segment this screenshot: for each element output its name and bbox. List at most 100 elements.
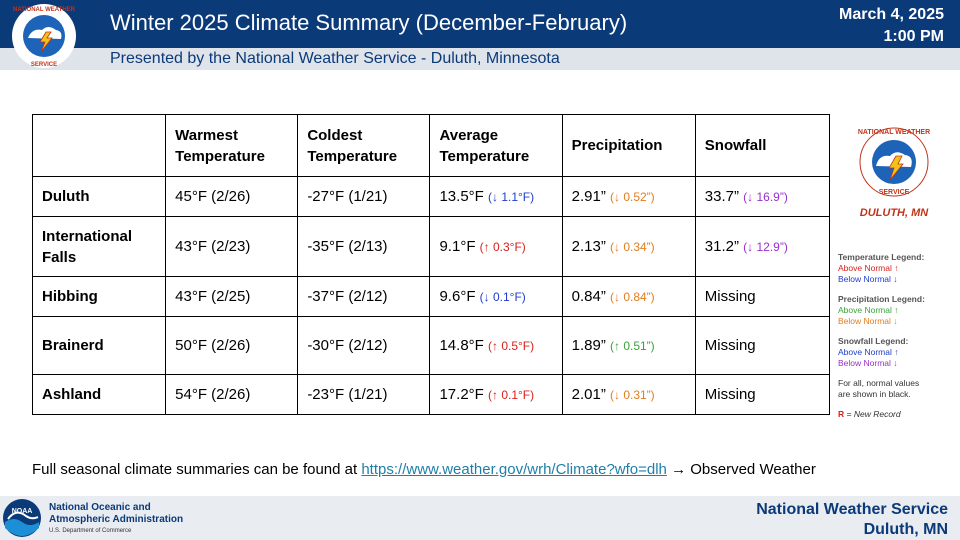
- precip-value: 2.01”: [571, 385, 606, 403]
- legend-snow-below: Below Normal ↓: [838, 358, 898, 368]
- table-row: International Falls 43°F (2/23) -35°F (2…: [31, 216, 831, 277]
- legend-snow-title: Snowfall Legend:: [838, 336, 909, 346]
- avg-cell: 9.6°F (↓ 0.1°F): [429, 276, 563, 317]
- header-average: Average Temperature: [429, 114, 563, 177]
- coldest-cell: -23°F (1/21): [297, 374, 431, 415]
- page-title: Winter 2025 Climate Summary (December-Fe…: [110, 10, 628, 35]
- city-cell: Duluth: [31, 176, 167, 217]
- svg-text:NOAA: NOAA: [12, 508, 33, 515]
- header-warmest: Warmest Temperature: [165, 114, 299, 177]
- legend-note-black: black: [888, 389, 909, 399]
- legend-precip-below: Below Normal ↓: [838, 316, 898, 326]
- city-cell: Ashland: [31, 374, 167, 415]
- svg-text:NATIONAL WEATHER: NATIONAL WEATHER: [13, 7, 76, 13]
- date-time: March 4, 2025 1:00 PM: [839, 4, 944, 48]
- city-cell: Brainerd: [31, 316, 167, 375]
- avg-cell: 17.2°F (↑ 0.1°F): [429, 374, 563, 415]
- snow-cell: Missing: [694, 374, 831, 415]
- warmest-cell: 43°F (2/23): [165, 216, 299, 277]
- legend-record-text: = New Record: [846, 409, 901, 419]
- legend-record: R = New Record: [838, 409, 956, 420]
- snow-cell: Missing: [694, 276, 831, 317]
- avg-value: 14.8°F: [439, 336, 484, 354]
- city-cell: International Falls: [31, 216, 167, 277]
- warmest-cell: 54°F (2/26): [165, 374, 299, 415]
- climate-link[interactable]: https://www.weather.gov/wrh/Climate?wfo=…: [361, 461, 667, 478]
- header-bar: [0, 0, 960, 48]
- noaa-department: U.S. Department of Commerce: [49, 528, 132, 534]
- avg-delta: (↓ 1.1°F): [488, 189, 535, 204]
- footer-nws: National Weather Service Duluth, MN: [756, 500, 948, 540]
- page-subtitle: Presented by the National Weather Servic…: [110, 50, 560, 67]
- avg-cell: 9.1°F (↑ 0.3°F): [429, 216, 563, 277]
- table-header-row: Warmest Temperature Coldest Temperature …: [31, 114, 831, 177]
- table-row: Duluth 45°F (2/26) -27°F (1/21) 13.5°F (…: [31, 176, 831, 217]
- legend-precip-above: Above Normal ↑: [838, 305, 899, 315]
- avg-value: 17.2°F: [439, 385, 484, 403]
- legend-precip-title: Precipitation Legend:: [838, 294, 925, 304]
- legend-note-line2: are shown in black.: [838, 389, 911, 399]
- precip-value: 1.89”: [571, 336, 606, 354]
- header-snow: Snowfall: [694, 114, 831, 177]
- city-cell: Hibbing: [31, 276, 167, 317]
- precip-delta: (↓ 0.84”): [610, 289, 655, 304]
- precip-value: 2.13”: [571, 237, 606, 255]
- noaa-line2: Atmospheric Administration: [49, 514, 184, 525]
- avg-delta: (↓ 0.1°F): [479, 289, 526, 304]
- header-precip: Precipitation: [561, 114, 696, 177]
- warmest-cell: 50°F (2/26): [165, 316, 299, 375]
- avg-delta: (↑ 0.3°F): [479, 239, 526, 254]
- legend-note-pre: are shown in: [838, 389, 887, 399]
- climate-table: Warmest Temperature Coldest Temperature …: [31, 114, 831, 415]
- coldest-cell: -30°F (2/12): [297, 316, 431, 375]
- snow-cell: 33.7” (↓ 16.9”): [694, 176, 831, 217]
- precip-cell: 1.89” (↑ 0.51”): [561, 316, 696, 375]
- avg-cell: 13.5°F (↓ 1.1°F): [429, 176, 563, 217]
- date-text: March 4, 2025: [839, 6, 944, 23]
- footer-nws-line1: National Weather Service: [756, 501, 948, 518]
- precip-cell: 2.13” (↓ 0.34”): [561, 216, 696, 277]
- footer-nws-line2: Duluth, MN: [863, 521, 948, 538]
- snow-cell: Missing: [694, 316, 831, 375]
- precip-delta: (↓ 0.34”): [610, 239, 655, 254]
- nws-duluth-logo-icon: NATIONAL WEATHER SERVICE DULUTH, MN: [858, 127, 930, 219]
- snow-delta: (↓ 12.9”): [743, 239, 788, 254]
- legend-temp-below: Below Normal ↓: [838, 274, 898, 284]
- header-warmest-label: Warmest Temperature: [175, 126, 265, 165]
- precip-delta: (↓ 0.52”): [610, 189, 655, 204]
- noaa-line1: National Oceanic and: [49, 502, 151, 513]
- header-coldest-label: Coldest Temperature: [307, 126, 398, 165]
- precip-delta: (↑ 0.51”): [610, 338, 655, 353]
- precip-cell: 2.91” (↓ 0.52”): [561, 176, 696, 217]
- svg-text:SERVICE: SERVICE: [879, 189, 910, 196]
- legend-temp-title: Temperature Legend:: [838, 252, 925, 262]
- svg-text:SERVICE: SERVICE: [31, 62, 57, 68]
- coldest-cell: -35°F (2/13): [297, 216, 431, 277]
- snow-delta: (↓ 16.9”): [743, 189, 788, 204]
- legend-note-line1: For all, normal values: [838, 378, 920, 388]
- avg-value: 9.6°F: [439, 287, 476, 305]
- subheader-bar: [0, 48, 960, 70]
- warmest-cell: 43°F (2/25): [165, 276, 299, 317]
- nws-logo-icon: NATIONAL WEATHER SERVICE: [12, 4, 76, 68]
- warmest-cell: 45°F (2/26): [165, 176, 299, 217]
- coldest-cell: -37°F (2/12): [297, 276, 431, 317]
- precip-cell: 0.84” (↓ 0.84”): [561, 276, 696, 317]
- bottom-note-suffix: → Observed Weather: [671, 461, 816, 478]
- noaa-logo-icon: NOAA: [3, 499, 41, 537]
- snow-value: 33.7”: [704, 187, 739, 205]
- table-row: Ashland 54°F (2/26) -23°F (1/21) 17.2°F …: [31, 374, 831, 415]
- avg-value: 9.1°F: [439, 237, 476, 255]
- legend-snow-above: Above Normal ↑: [838, 347, 899, 357]
- avg-delta: (↑ 0.1°F): [488, 387, 535, 402]
- footer-bar: [0, 496, 960, 540]
- bottom-note-text: Full seasonal climate summaries can be f…: [32, 461, 358, 478]
- snow-cell: 31.2” (↓ 12.9”): [694, 216, 831, 277]
- legend: Temperature Legend: Above Normal ↑ Below…: [838, 252, 956, 420]
- coldest-cell: -27°F (1/21): [297, 176, 431, 217]
- svg-text:DULUTH, MN: DULUTH, MN: [860, 207, 929, 219]
- precip-value: 2.91”: [571, 187, 606, 205]
- legend-temp-above: Above Normal ↑: [838, 263, 899, 273]
- avg-value: 13.5°F: [439, 187, 484, 205]
- precip-cell: 2.01” (↓ 0.31”): [561, 374, 696, 415]
